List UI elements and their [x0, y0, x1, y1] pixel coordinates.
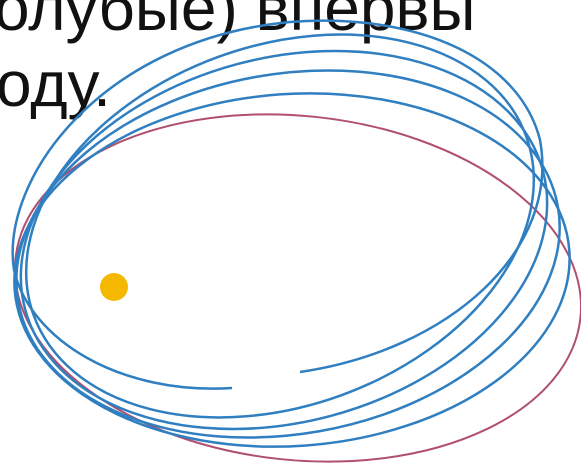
- slide-text-line: оду.: [0, 48, 111, 120]
- slide-text-line: олубые) впервы: [0, 0, 475, 44]
- orbit-blue: [15, 69, 561, 439]
- sun: [100, 273, 128, 301]
- orbit-blue: [11, 19, 544, 390]
- orbit-blue: [13, 92, 571, 448]
